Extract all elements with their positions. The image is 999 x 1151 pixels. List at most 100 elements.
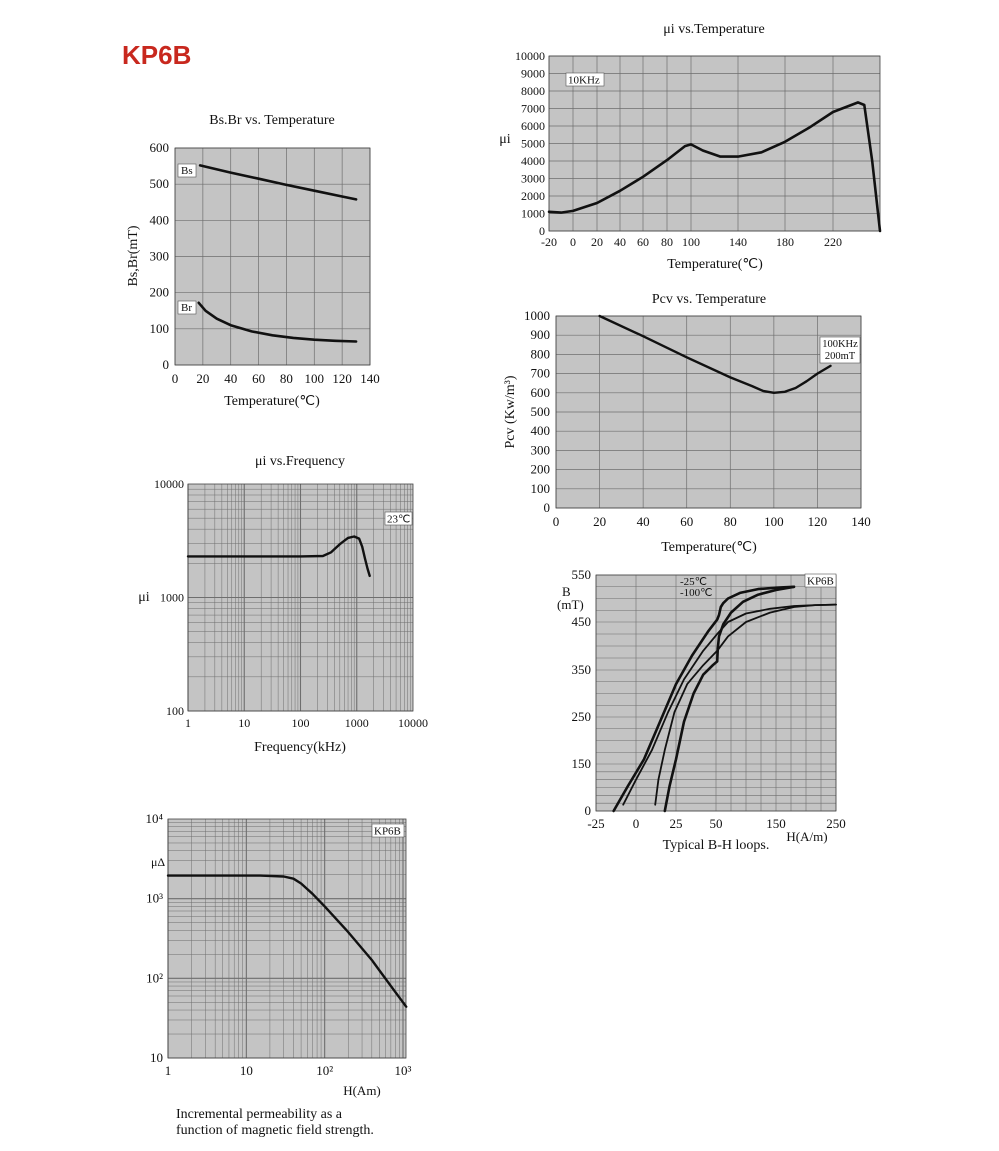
- mu-freq-ytick-label: 1000: [160, 591, 184, 605]
- bh-annotation-temp-2: -100℃: [680, 587, 713, 599]
- pcv-xtick-label: 80: [724, 514, 737, 529]
- pcv-ytick-label: 1000: [524, 308, 550, 323]
- mu-temp-xtick-label: 100: [682, 235, 700, 249]
- bh-xtick-label: 150: [766, 816, 786, 831]
- mu-freq-xlabel: Frequency(kHz): [254, 740, 346, 755]
- pcv-ytick-label: 700: [531, 366, 551, 381]
- bs-br-series-line-0: [198, 164, 358, 201]
- bs-br-xtick-label: 40: [224, 371, 237, 386]
- mu-freq-series-line-0: [186, 535, 371, 578]
- bs-br-xtick-label: 100: [305, 371, 325, 386]
- pcv-ytick-label: 200: [531, 462, 551, 477]
- mu-temp-series-line-0: [547, 101, 882, 233]
- inc-ytick-label: 10³: [146, 891, 163, 906]
- bh-plot-border: [595, 574, 837, 812]
- page-title: KP6B: [122, 40, 192, 70]
- mu-temp-ytick-label: 4000: [521, 154, 545, 168]
- bh-annotation-material: KP6B: [807, 576, 834, 588]
- bs-br-ytick-label: 400: [150, 212, 170, 227]
- bh-ytick-label: 450: [572, 614, 592, 629]
- bh-ytick-label: 250: [572, 709, 592, 724]
- chart-bs-br-vs-temperature: 0 100 200 300 400 500 600 0 20 40 60 80 100 120 140 Bs B…: [126, 113, 380, 409]
- pcv-xtick-label: 140: [851, 514, 871, 529]
- mu-temp-xtick-label: 180: [776, 235, 794, 249]
- mu-temp-xtick-label: 80: [661, 235, 673, 249]
- bh-series-line-0: [612, 585, 796, 813]
- pcv-xtick-label: 20: [593, 514, 606, 529]
- mu-freq-annotation: 23℃: [387, 514, 410, 526]
- bs-br-xtick-label: 0: [172, 371, 179, 386]
- mu-temp-annotation-box: [565, 72, 605, 87]
- mu-freq-title: μi vs.Frequency: [255, 454, 345, 469]
- pcv-ytick-label: 800: [531, 346, 551, 361]
- mu-freq-ytick-label: 100: [166, 704, 184, 718]
- bs-br-ytick-label: 600: [150, 140, 170, 155]
- pcv-annotation-box: [819, 336, 861, 364]
- bh-xtick-label: 50: [710, 816, 723, 831]
- bs-br-xtick-label: 140: [360, 371, 380, 386]
- bh-xtick-label: 250: [826, 816, 846, 831]
- mu-temp-xtick-label: -20: [541, 235, 557, 249]
- inc-ytick-label: 10²: [146, 970, 163, 985]
- inc-annotation-box: [371, 823, 405, 838]
- chart-mu-vs-frequency: 1 10 100 1000 10000 100 1000 10000 23℃ μi vs.Freq…: [138, 454, 428, 755]
- mu-freq-plot-border: [187, 483, 414, 712]
- bs-br-ytick-label: 0: [163, 357, 170, 372]
- mu-temp-ytick-label: 5000: [521, 137, 545, 151]
- bh-annotation-box: [804, 573, 837, 588]
- mu-freq-ytick-label: 10000: [154, 477, 184, 491]
- mu-temp-xtick-label: 220: [824, 235, 842, 249]
- bs-br-series-label: Br: [181, 302, 192, 314]
- bh-series-line-1: [663, 585, 796, 813]
- bh-ytick-label: 150: [572, 756, 592, 771]
- mu-temp-ylabel: μi: [499, 132, 511, 147]
- inc-ytick-label: 10⁴: [145, 811, 163, 826]
- mu-temp-xtick-label: 20: [591, 235, 603, 249]
- bs-br-series-label-box: [177, 300, 197, 315]
- mu-temp-annotation: 10KHz: [568, 75, 600, 87]
- bh-ylabel-unit: (mT): [557, 597, 584, 612]
- pcv-ytick-label: 0: [544, 500, 551, 515]
- pcv-xtick-label: 60: [680, 514, 693, 529]
- inc-plot-border: [167, 818, 407, 1059]
- bs-br-series-line-1: [197, 301, 358, 343]
- mu-temp-xtick-label: 60: [637, 235, 649, 249]
- mu-temp-ytick-label: 0: [539, 224, 545, 238]
- bh-xtick-label: 0: [633, 816, 640, 831]
- mu-freq-ylabel: μi: [138, 590, 150, 605]
- inc-xtick-label: 10²: [316, 1063, 333, 1078]
- bh-ytick-label: 550: [572, 567, 592, 582]
- pcv-xlabel: Temperature(℃): [661, 540, 757, 555]
- mu-temp-plot-border: [548, 55, 881, 232]
- inc-title: Incremental permeability as a function of…: [176, 1107, 374, 1138]
- mu-freq-xtick-label: 1000: [345, 716, 369, 730]
- bs-br-xlabel: Temperature(℃): [224, 394, 320, 409]
- bs-br-title: Bs.Br vs. Temperature: [209, 113, 335, 128]
- pcv-ylabel: Pcv (Kw/m³): [503, 375, 518, 448]
- bs-br-xtick-label: 120: [332, 371, 352, 386]
- mu-freq-xtick-label: 10000: [398, 716, 428, 730]
- bh-series-line-3: [654, 603, 837, 806]
- bs-br-ytick-label: 500: [150, 176, 170, 191]
- mu-temp-title: μi vs.Temperature: [663, 22, 764, 37]
- mu-temp-xtick-label: 140: [729, 235, 747, 249]
- mu-freq-xtick-label: 10: [238, 716, 250, 730]
- pcv-xtick-label: 40: [637, 514, 650, 529]
- inc-xtick-label: 10: [240, 1063, 253, 1078]
- bs-br-ytick-label: 200: [150, 285, 170, 300]
- bs-br-xtick-label: 60: [252, 371, 265, 386]
- bh-xtick-label: 25: [670, 816, 683, 831]
- mu-temp-xlabel: Temperature(℃): [667, 257, 763, 272]
- mu-temp-xtick-label: 0: [570, 235, 576, 249]
- bs-br-series-label: Bs: [181, 165, 193, 177]
- pcv-ytick-label: 900: [531, 327, 551, 342]
- inc-xtick-label: 1: [165, 1063, 172, 1078]
- pcv-ytick-label: 400: [531, 423, 551, 438]
- inc-series-line-0: [166, 874, 408, 1008]
- pcv-xtick-label: 0: [553, 514, 560, 529]
- inc-ylabel: μΔ: [151, 855, 165, 869]
- mu-temp-ytick-label: 3000: [521, 172, 545, 186]
- bh-xtick-label: -25: [587, 816, 604, 831]
- pcv-annotation-flux: 200mT: [825, 351, 856, 362]
